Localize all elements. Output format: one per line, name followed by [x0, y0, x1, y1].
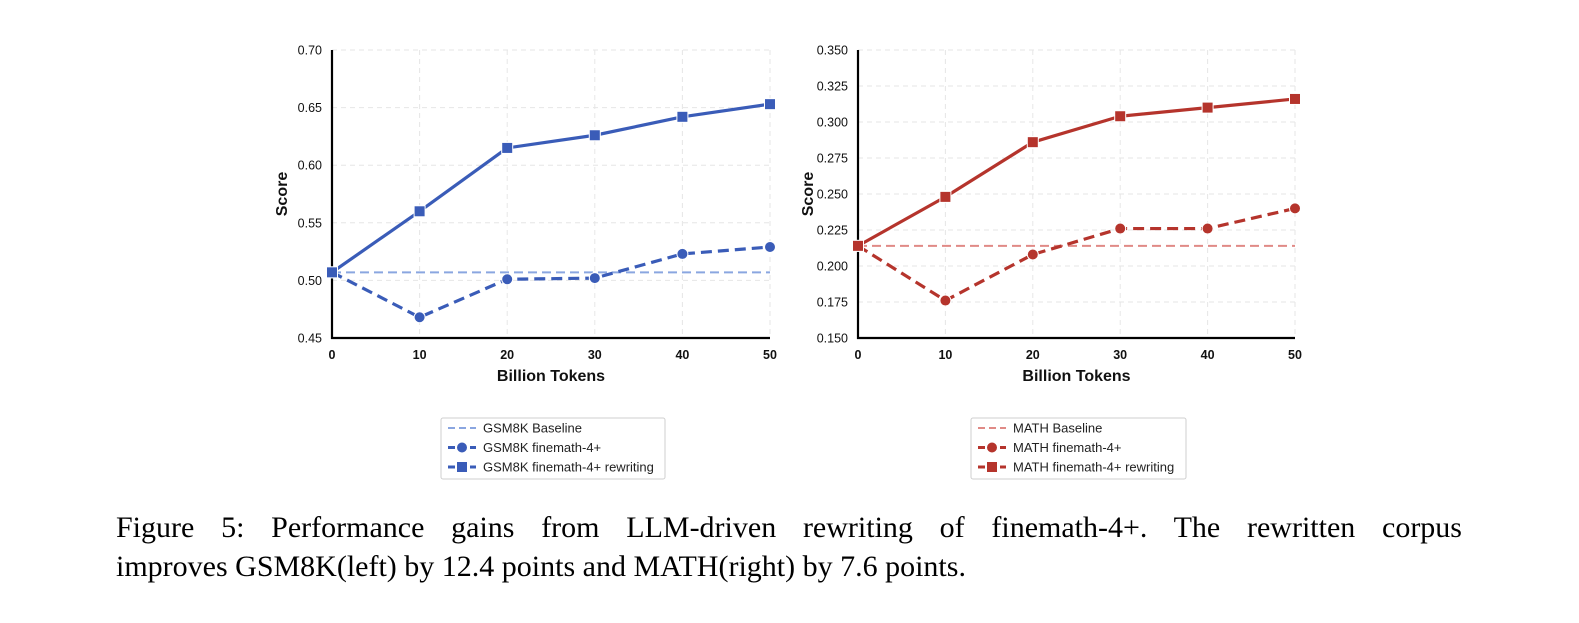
- right-series-0-point-4: [1201, 222, 1214, 235]
- right-legend: MATH Baseline MATH finemath-4+ MATH finema…: [970, 417, 1187, 480]
- right-series-1-point-2: [1026, 136, 1039, 149]
- left-series-1-point-2: [501, 141, 514, 154]
- right-ytick-label: 0.325: [817, 80, 848, 94]
- left-y-axis-title: Score: [274, 172, 291, 217]
- right-legend-label-2: MATH finemath-4+ rewriting: [1013, 460, 1174, 475]
- caption-line-1: Figure 5: Performance gains from LLM-dri…: [116, 511, 1462, 544]
- left-xtick-label: 0: [329, 348, 336, 362]
- right-ytick-label: 0.175: [817, 296, 848, 310]
- right-ytick-label: 0.275: [817, 152, 848, 166]
- right-ytick-label: 0.150: [817, 332, 848, 346]
- left-series-1-point-5: [764, 98, 776, 111]
- left-legend: GSM8K Baseline GSM8K finemath-4+ GSM8K fin…: [440, 417, 666, 480]
- left-xtick-label: 40: [675, 348, 689, 362]
- right-ytick-label: 0.350: [817, 44, 848, 58]
- left-legend-label-1: GSM8K finemath-4+: [483, 440, 601, 455]
- left-legend-marker-1: [457, 442, 467, 453]
- left-series-0-point-1: [413, 311, 426, 324]
- right-series-0-point-3: [1114, 222, 1127, 235]
- left-series-0-point-2: [501, 273, 514, 286]
- right-series-1-point-1: [939, 190, 952, 203]
- right-series-0-point-2: [1026, 248, 1039, 261]
- left-ytick-label: 0.70: [298, 44, 322, 58]
- right-series-line-0: [857, 206, 1296, 303]
- right-xtick-label: 0: [855, 348, 862, 362]
- right-series-1-point-3: [1114, 110, 1127, 123]
- right-xtick-label: 30: [1113, 348, 1127, 362]
- left-xtick-label: 20: [500, 348, 514, 362]
- right-x-axis-title: Billion Tokens: [1022, 368, 1130, 385]
- left-legend-label-2: GSM8K finemath-4+ rewriting: [483, 460, 654, 475]
- left-ytick-label: 0.60: [298, 159, 322, 173]
- left-xtick-label: 50: [763, 348, 777, 362]
- left-legend-box: [440, 417, 666, 480]
- right-series-1-point-0: [852, 239, 864, 252]
- left-series-line-0: [331, 245, 771, 319]
- left-legend-marker-2: [457, 462, 467, 472]
- right-legend-box: [970, 417, 1187, 480]
- right-xtick-label: 20: [1026, 348, 1040, 362]
- right-series-1-point-4: [1201, 101, 1214, 114]
- left-chart: 0.45 0.50 0.55 0.60 0.65 0.70 0 10 20 30 40 50 Billi…: [274, 44, 777, 480]
- left-series-1-point-3: [588, 129, 601, 142]
- left-legend-label-0: GSM8K Baseline: [483, 421, 582, 436]
- right-xtick-label: 10: [938, 348, 952, 362]
- right-ytick-label: 0.225: [817, 224, 848, 238]
- right-legend-label-0: MATH Baseline: [1013, 421, 1102, 436]
- right-ytick-label: 0.300: [817, 116, 848, 130]
- right-ytick-label: 0.250: [817, 188, 848, 202]
- right-chart: 0.150 0.175 0.200 0.225 0.250 0.275 0.300 0.325…: [800, 44, 1302, 480]
- left-series-0-point-5: [764, 240, 776, 253]
- right-legend-marker-2: [987, 462, 997, 472]
- right-legend-label-1: MATH finemath-4+: [1013, 440, 1122, 455]
- left-xtick-label: 30: [588, 348, 602, 362]
- left-ytick-label: 0.50: [298, 274, 322, 288]
- left-x-axis-title: Billion Tokens: [497, 368, 605, 385]
- right-legend-marker-1: [987, 442, 997, 453]
- right-series-1-point-5: [1289, 92, 1301, 105]
- left-ytick-label: 0.45: [298, 332, 322, 346]
- left-xtick-label: 10: [413, 348, 427, 362]
- right-ytick-label: 0.200: [817, 260, 848, 274]
- right-y-axis-title: Score: [800, 172, 817, 217]
- left-series-1-point-1: [413, 205, 426, 218]
- left-series-1-point-4: [676, 110, 689, 123]
- right-series-line-1: [857, 97, 1296, 248]
- left-series-1-point-0: [326, 266, 338, 279]
- left-series-line-1: [331, 102, 771, 274]
- right-series-0-point-5: [1289, 202, 1301, 215]
- figure-caption: Figure 5: Performance gains from LLM-dri…: [116, 508, 1462, 586]
- left-series-0-point-4: [676, 247, 689, 260]
- right-xtick-label: 50: [1288, 348, 1302, 362]
- left-series-0-point-3: [588, 272, 601, 285]
- right-series-0-point-1: [939, 294, 952, 307]
- left-ytick-label: 0.65: [298, 101, 322, 115]
- caption-line-2: improves GSM8K(left) by 12.4 points and …: [116, 550, 966, 583]
- left-ytick-label: 0.55: [298, 216, 322, 230]
- right-xtick-label: 40: [1201, 348, 1215, 362]
